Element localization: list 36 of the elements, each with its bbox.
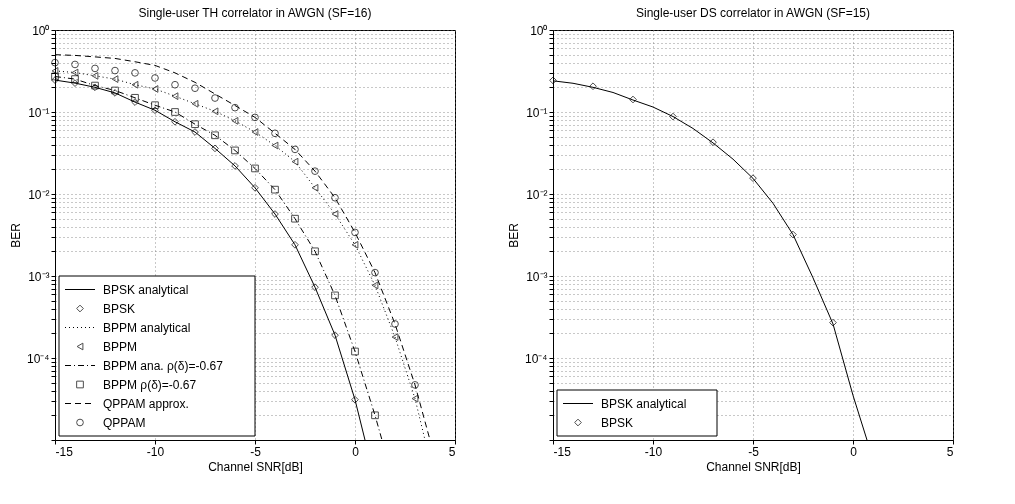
- x-axis-title: Channel SNR[dB]: [706, 459, 801, 474]
- legend-label: BPSK analytical: [601, 396, 687, 411]
- x-tick-label: -10: [146, 444, 165, 459]
- chart-title: Single-user DS correlator in AWGN (SF=15): [636, 6, 870, 20]
- x-tick-label: -15: [55, 444, 74, 459]
- y-tick-label: 10⁻³: [526, 269, 548, 284]
- legend-label: QPPAM: [103, 415, 146, 430]
- legend-label: BPPM ana. ρ(δ)=-0.67: [103, 358, 224, 373]
- y-axis-title: BER: [9, 222, 23, 248]
- y-tick-label: 10⁰: [32, 23, 50, 38]
- y-tick-label: 10⁻²: [28, 187, 50, 202]
- x-tick-label: -5: [250, 444, 262, 459]
- y-tick-label: 10⁻¹: [28, 105, 50, 120]
- y-tick-label: 10⁻³: [28, 269, 50, 284]
- x-tick-label: -10: [644, 444, 663, 459]
- y-tick-label: 10⁻¹: [526, 105, 548, 120]
- y-axis-title: BER: [507, 222, 521, 248]
- y-tick-label: 10⁻⁴: [524, 351, 548, 366]
- y-tick-label: 10⁻⁴: [26, 351, 50, 366]
- x-tick-label: 5: [448, 444, 456, 459]
- x-tick-label: -5: [748, 444, 760, 459]
- x-tick-label: 0: [850, 444, 858, 459]
- chart-title: Single-user TH correlator in AWGN (SF=16): [138, 6, 372, 20]
- x-axis-title: Channel SNR[dB]: [208, 459, 303, 474]
- legend-label: BPPM analytical: [103, 320, 191, 335]
- legend-label: BPSK analytical: [103, 282, 189, 297]
- x-tick-label: -15: [553, 444, 572, 459]
- legend-label: BPSK: [601, 415, 634, 430]
- legend-label: BPPM ρ(δ)=-0.67: [103, 377, 197, 392]
- y-tick-label: 10⁰: [530, 23, 548, 38]
- legend-label: BPSK: [103, 301, 136, 316]
- legend-label: QPPAM approx.: [103, 396, 189, 411]
- x-tick-label: 0: [352, 444, 360, 459]
- y-tick-label: 10⁻²: [526, 187, 548, 202]
- x-tick-label: 5: [946, 444, 954, 459]
- legend-label: BPPM: [103, 339, 138, 354]
